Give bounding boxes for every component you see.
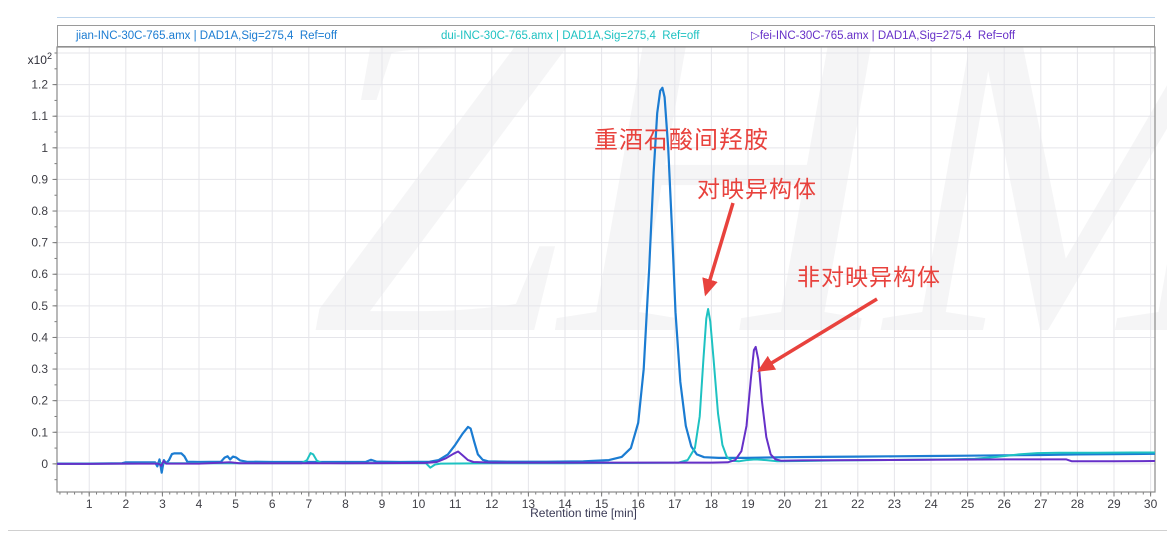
y-tick-label: 0.3 <box>31 362 48 376</box>
y-tick-label: 0.7 <box>31 236 48 250</box>
y-tick-label: 0.1 <box>31 425 48 439</box>
y-tick-label: 1 <box>41 141 48 155</box>
y-tick-label: 0.9 <box>31 172 48 186</box>
legend-item-fei[interactable]: ▷fei-INC-30C-765.amx | DAD1A,Sig=275,4 R… <box>751 30 1016 42</box>
annotation-arrow <box>757 297 878 372</box>
x-tick-label: 28 <box>1071 497 1085 511</box>
x-tick-label: 24 <box>924 497 938 511</box>
x-tick-label: 2 <box>122 497 129 511</box>
y-tick-label: 0.6 <box>31 267 48 281</box>
x-tick-label: 14 <box>558 497 572 511</box>
peak-annotation: 重酒石酸间羟胺 <box>594 127 769 154</box>
x-tick-label: 22 <box>851 497 865 511</box>
x-axis-title: Retention time [min] <box>530 506 637 520</box>
x-tick-label: 10 <box>412 497 426 511</box>
x-tick-label: 11 <box>449 497 462 511</box>
x-tick-label: 25 <box>961 497 975 511</box>
x-tick-label: 15 <box>595 497 609 511</box>
x-tick-label: 26 <box>998 497 1012 511</box>
x-tick-label: 23 <box>888 497 902 511</box>
x-tick-label: 16 <box>632 497 646 511</box>
x-tick-label: 9 <box>379 497 386 511</box>
y-axis-multiplier: x102 <box>16 51 52 67</box>
x-tick-label: 5 <box>232 497 239 511</box>
x-tick-label: 21 <box>815 497 829 511</box>
x-tick-label: 19 <box>741 497 755 511</box>
annotation-arrow <box>702 202 735 297</box>
x-tick-label: 4 <box>196 497 203 511</box>
y-tick-label: 1.1 <box>31 109 48 123</box>
y-multiplier-exponent: 2 <box>46 51 52 61</box>
y-multiplier-base: x10 <box>27 53 47 67</box>
x-tick-label: 18 <box>705 497 719 511</box>
x-tick-label: 13 <box>522 497 536 511</box>
bottom-separator <box>8 530 1167 531</box>
legend-bar: jian-INC-30C-765.amx | DAD1A,Sig=275,4 R… <box>57 25 1155 47</box>
x-tick-label: 6 <box>269 497 276 511</box>
legend-item-jian[interactable]: jian-INC-30C-765.amx | DAD1A,Sig=275,4 R… <box>76 30 338 42</box>
peak-annotation: 非对映异构体 <box>797 264 941 290</box>
x-tick-label: 12 <box>485 497 499 511</box>
y-tick-label: 0.4 <box>31 330 48 344</box>
x-tick-label: 29 <box>1107 497 1121 511</box>
y-tick-label: 1.2 <box>31 78 48 92</box>
trace-jian[interactable] <box>57 86 1155 474</box>
trace-fei[interactable] <box>57 345 1155 467</box>
x-tick-label: 1 <box>86 497 93 511</box>
trace-dui[interactable] <box>57 308 1155 469</box>
x-tick-label: 17 <box>668 497 682 511</box>
y-tick-label: 0.5 <box>31 299 48 313</box>
x-tick-label: 20 <box>778 497 792 511</box>
peak-annotation: 对映异构体 <box>697 176 817 202</box>
plot-border <box>56 46 1156 493</box>
top-border-line <box>57 17 1155 18</box>
x-tick-label: 7 <box>305 497 312 511</box>
x-tick-label: 30 <box>1144 497 1158 511</box>
x-tick-label: 27 <box>1034 497 1048 511</box>
y-tick-label: 0.8 <box>31 204 48 218</box>
y-tick-label: 0.2 <box>31 394 48 408</box>
x-tick-label: 8 <box>342 497 349 511</box>
y-tick-label: 0 <box>41 457 48 471</box>
legend-item-dui[interactable]: dui-INC-30C-765.amx | DAD1A,Sig=275,4 Re… <box>441 30 700 42</box>
x-tick-label: 3 <box>159 497 166 511</box>
